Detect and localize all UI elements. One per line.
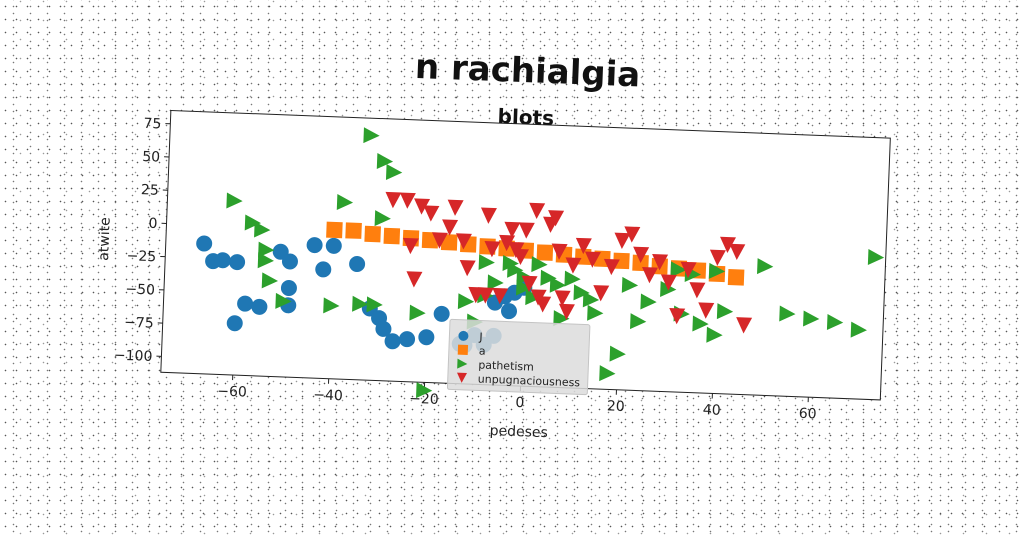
x-tick-label: 40 — [703, 402, 721, 419]
data-point — [345, 222, 362, 239]
y-axis-label: atwite — [96, 217, 114, 261]
x-tick-label: 20 — [607, 398, 625, 415]
y-tick-label: −50 — [125, 281, 155, 298]
data-point — [364, 226, 381, 243]
y-tick-label: 75 — [143, 116, 161, 133]
legend-label: J — [478, 330, 483, 343]
y-tick-label: 50 — [142, 149, 160, 166]
y-tick-label: 25 — [141, 182, 159, 199]
data-point — [326, 222, 343, 239]
data-point — [537, 244, 554, 261]
x-tick-label: −60 — [217, 383, 247, 400]
y-tick-label: −75 — [124, 315, 154, 332]
y-tick-label: −25 — [126, 248, 156, 265]
data-point — [384, 228, 401, 245]
y-tick-label: 0 — [148, 216, 158, 232]
legend-label: a — [479, 344, 486, 357]
y-tick-label: −100 — [114, 348, 153, 365]
x-tick-label: 60 — [798, 406, 816, 423]
figure-title: n rachialgia — [414, 47, 641, 96]
legend-marker — [458, 345, 468, 355]
legend-label: pathetism — [478, 358, 534, 373]
x-tick-label: 0 — [515, 395, 525, 411]
x-axis-label: pedeses — [489, 423, 548, 441]
x-tick-label: −40 — [313, 387, 343, 404]
data-point — [728, 269, 745, 286]
